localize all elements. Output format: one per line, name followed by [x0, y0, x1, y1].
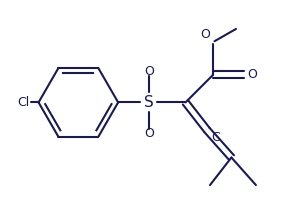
Text: C: C [211, 131, 220, 144]
Text: O: O [247, 68, 257, 81]
Text: Cl: Cl [17, 96, 29, 109]
Text: O: O [144, 65, 154, 78]
Text: S: S [144, 95, 154, 110]
Text: O: O [200, 28, 210, 41]
Text: O: O [144, 126, 154, 140]
